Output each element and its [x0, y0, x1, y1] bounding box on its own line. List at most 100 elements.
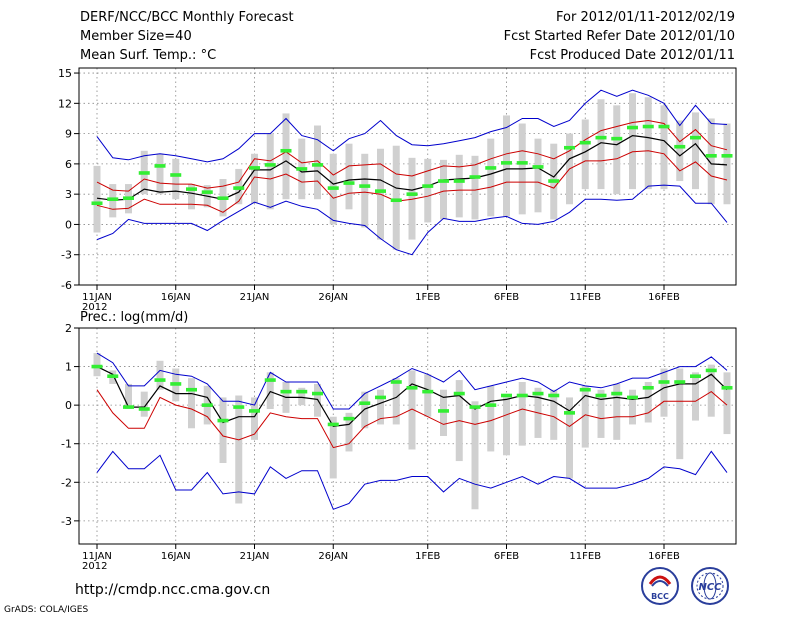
- median-marker: [611, 136, 623, 141]
- median-marker: [186, 387, 197, 392]
- x-tick-label: 26JAN: [318, 292, 348, 303]
- x-tick-label: 11JAN: [82, 551, 112, 562]
- y-tick-label: 3: [65, 188, 72, 201]
- median-marker: [359, 401, 371, 406]
- ensemble-box: [581, 119, 589, 190]
- median-marker: [343, 416, 355, 421]
- median-marker: [548, 393, 560, 398]
- ensemble-box: [266, 372, 274, 409]
- ensemble-box: [140, 391, 148, 417]
- x-year-label: 2012: [82, 561, 107, 572]
- ensemble-box: [597, 389, 605, 438]
- website-url[interactable]: http://cmdp.ncc.cma.gov.cn: [75, 582, 271, 598]
- median-marker: [642, 124, 654, 129]
- forecast-title: DERF/NCC/BCC Monthly Forecast: [80, 10, 294, 25]
- ensemble-box: [345, 143, 353, 210]
- y-tick-label: 9: [65, 128, 72, 141]
- series-line-mean: [96, 366, 728, 428]
- y-tick-label: -2: [61, 476, 72, 489]
- median-marker: [469, 405, 481, 409]
- ensemble-box: [676, 120, 684, 182]
- median-marker: [595, 135, 607, 140]
- ensemble-box: [566, 397, 573, 479]
- median-marker: [611, 391, 623, 396]
- x-tick-label: 1FEB: [415, 551, 440, 562]
- median-marker: [721, 385, 733, 390]
- median-marker: [658, 124, 670, 129]
- y-tick-label: -3: [61, 249, 72, 262]
- member-size-label: Member Size=40: [80, 29, 192, 44]
- ensemble-box: [235, 395, 243, 504]
- median-marker: [422, 389, 434, 394]
- median-marker: [170, 173, 182, 177]
- median-marker: [721, 154, 733, 158]
- series-line-mean: [96, 134, 728, 201]
- y-tick-label: 15: [58, 67, 72, 80]
- grads-credit: GrADS: COLA/IGES: [4, 605, 89, 615]
- median-marker: [658, 380, 670, 384]
- median-marker: [138, 407, 150, 411]
- median-marker: [91, 201, 103, 206]
- ensemble-box: [219, 397, 227, 463]
- temperature-panel-title: Mean Surf. Temp.: °C: [80, 48, 217, 63]
- median-marker: [154, 378, 166, 382]
- median-marker: [280, 389, 292, 394]
- median-marker: [359, 184, 371, 188]
- median-marker: [690, 135, 701, 140]
- ensemble-box: [345, 412, 353, 452]
- median-marker: [138, 171, 150, 175]
- x-tick-label: 21JAN: [240, 551, 270, 562]
- precip-panel-title: Prec.: log(mm/d): [80, 310, 189, 325]
- ensemble-box: [314, 125, 321, 200]
- bcc-logo: BCC: [641, 567, 679, 605]
- median-marker: [390, 380, 402, 384]
- median-marker: [296, 389, 308, 394]
- series-line-max: [96, 352, 728, 410]
- y-tick-label: 0: [65, 399, 72, 412]
- y-tick-label: -6: [61, 279, 72, 292]
- ncc-logo: NCC: [691, 567, 729, 605]
- ncc-logo-text: NCC: [698, 582, 722, 593]
- plot-frame: [78, 67, 737, 286]
- ensemble-box: [660, 368, 668, 417]
- median-marker: [296, 167, 308, 171]
- y-tick-label: 2: [65, 322, 72, 335]
- median-marker: [690, 374, 701, 379]
- x-tick-label: 11JAN: [82, 292, 112, 303]
- median-marker: [453, 391, 465, 396]
- ensemble-box: [125, 383, 132, 409]
- x-tick-label: 26JAN: [318, 551, 348, 562]
- ensemble-box: [424, 158, 432, 223]
- median-marker: [312, 163, 323, 167]
- median-marker: [548, 179, 560, 183]
- x-tick-label: 6FEB: [494, 551, 519, 562]
- ensemble-box: [723, 123, 731, 205]
- median-marker: [375, 189, 386, 193]
- ensemble-box: [440, 159, 447, 220]
- median-marker: [107, 197, 119, 202]
- median-marker: [375, 395, 386, 400]
- ensemble-box: [298, 387, 306, 406]
- median-marker: [579, 140, 591, 145]
- y-tick-label: 6: [65, 158, 72, 171]
- median-marker: [249, 166, 260, 170]
- plot-frame: [78, 327, 737, 545]
- ensemble-box: [487, 385, 495, 452]
- series-line-lower: [96, 150, 728, 213]
- ensemble-box: [644, 382, 652, 423]
- median-marker: [705, 154, 717, 158]
- median-marker: [532, 165, 544, 169]
- median-marker: [390, 198, 402, 203]
- median-marker: [249, 409, 260, 413]
- median-marker: [595, 393, 607, 398]
- median-marker: [107, 374, 119, 379]
- ensemble-box: [471, 401, 479, 510]
- x-tick-label: 11FEB: [569, 292, 601, 303]
- ensemble-box: [266, 133, 274, 210]
- series-line-max: [96, 89, 728, 163]
- x-tick-label: 6FEB: [494, 292, 519, 303]
- ensemble-box: [156, 360, 164, 390]
- median-marker: [217, 196, 229, 200]
- x-tick-label: 16FEB: [648, 551, 680, 562]
- median-marker: [705, 368, 717, 373]
